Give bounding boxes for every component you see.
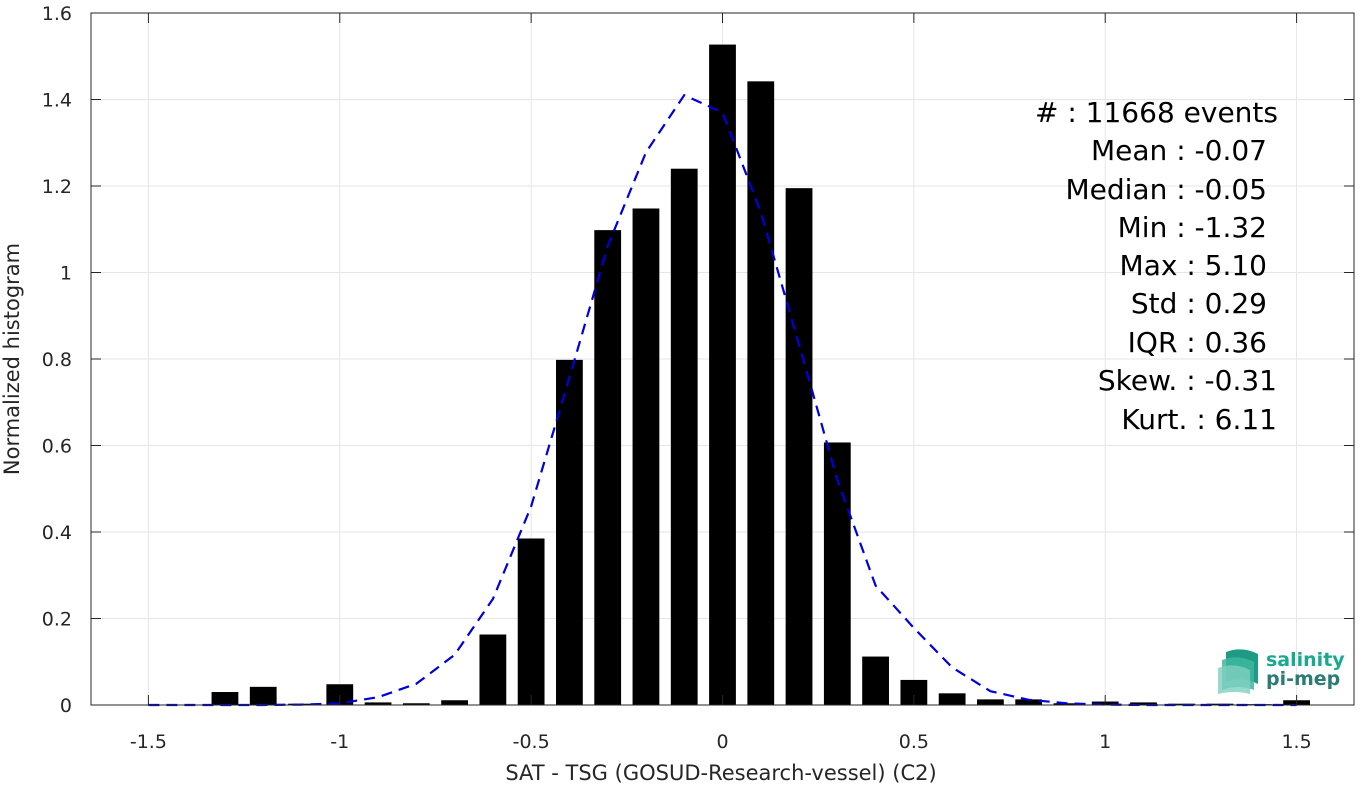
stat-kurt: Kurt. : 6.11 xyxy=(1121,403,1277,436)
x-tick-labels: -1.5 -1 -0.5 0 0.5 1 1.5 xyxy=(130,731,1312,753)
histogram-bar xyxy=(785,188,813,706)
salinity-pi-mep-logo: salinity pi-mep xyxy=(1218,649,1345,694)
histogram-bar xyxy=(1130,702,1157,705)
histogram-bar xyxy=(517,538,545,705)
histogram-bar xyxy=(556,359,583,705)
histogram-bar xyxy=(1015,699,1043,705)
y-tick-label: 1.2 xyxy=(42,176,72,198)
stat-events: # : 11668 events xyxy=(1035,96,1278,129)
histogram-bar xyxy=(823,442,851,705)
histogram-bar xyxy=(441,700,468,705)
y-tick-label: 1.4 xyxy=(42,90,72,112)
logo-line2: pi-mep xyxy=(1266,668,1340,690)
x-tick-label: 0 xyxy=(716,731,728,753)
histogram-bar xyxy=(670,168,698,705)
histogram-bar xyxy=(1168,703,1196,705)
y-tick-label: 0.2 xyxy=(42,609,72,631)
histogram-bar xyxy=(249,686,277,705)
histogram-bar xyxy=(364,702,392,705)
stat-median: Median : -0.05 xyxy=(1065,173,1267,206)
stat-std: Std : 0.29 xyxy=(1131,287,1267,320)
histogram-bar xyxy=(747,81,775,705)
histogram-bar xyxy=(709,44,736,705)
x-tick-label: -0.5 xyxy=(513,731,550,753)
histogram-bar xyxy=(938,693,966,705)
x-axis-label: SAT - TSG (GOSUD-Research-vessel) (C2) xyxy=(505,761,936,785)
x-tick-label: 1 xyxy=(1099,731,1111,753)
stat-mean: Mean : -0.07 xyxy=(1091,134,1267,167)
statistics-panel: # : 11668 events Mean : -0.07 Median : -… xyxy=(1035,96,1278,436)
y-tick-label: 0.8 xyxy=(42,349,72,371)
stat-min: Min : -1.32 xyxy=(1118,211,1267,244)
histogram-bar xyxy=(862,656,889,705)
histogram-bar xyxy=(479,634,507,705)
y-tick-label: 1.6 xyxy=(42,3,72,25)
histogram-bars xyxy=(211,44,1310,706)
y-tick-label: 0 xyxy=(60,695,72,717)
wave-logo-icon xyxy=(1218,649,1258,694)
stat-max: Max : 5.10 xyxy=(1120,249,1267,282)
axes xyxy=(90,12,1355,706)
y-tick-label: 0.6 xyxy=(42,436,72,458)
histogram-bar xyxy=(211,692,239,705)
histogram-bar xyxy=(326,684,354,705)
x-tick-label: -1.5 xyxy=(130,731,167,753)
x-tick-label: 0.5 xyxy=(899,731,929,753)
histogram-bar xyxy=(402,703,430,705)
y-axis-label: Normalized histogram xyxy=(0,243,24,475)
logo-line1: salinity xyxy=(1266,649,1345,671)
stat-iqr: IQR : 0.36 xyxy=(1128,326,1267,359)
y-tick-labels: 0 0.2 0.4 0.6 0.8 1 1.2 1.4 1.6 xyxy=(42,3,72,717)
histogram-bar xyxy=(977,699,1004,705)
y-tick-label: 0.4 xyxy=(42,522,72,544)
histogram-bar xyxy=(632,208,660,706)
y-tick-label: 1 xyxy=(60,263,72,285)
x-tick-label: 1.5 xyxy=(1281,731,1311,753)
stat-skew: Skew. : -0.31 xyxy=(1098,364,1277,397)
histogram-bar xyxy=(594,230,622,706)
x-tick-label: -1 xyxy=(330,731,349,753)
